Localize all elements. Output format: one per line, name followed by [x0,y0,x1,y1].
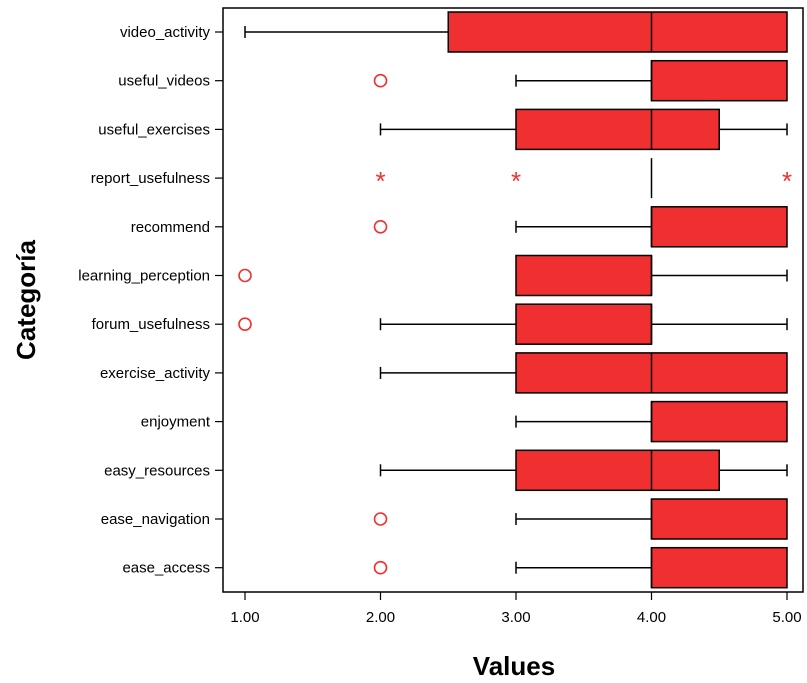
category-label: report_usefulness [91,170,210,187]
x-tick-label: 2.00 [366,609,395,626]
box-iqr [650,546,788,589]
box-iqr [515,254,653,297]
box-row-useful-exercises [379,108,788,151]
x-tick-label: 1.00 [230,609,259,626]
box-row-enjoyment [515,400,788,443]
box-group: * * * [238,11,792,589]
box-iqr [515,303,653,345]
extreme-point: * [511,166,521,196]
category-label: useful_exercises [98,121,210,138]
x-tick-label: 5.00 [772,609,801,626]
outlier-point [373,512,388,526]
box-iqr [650,59,788,102]
box-row-exercise-activity [379,352,788,394]
outlier-point [373,220,388,234]
category-label: video_activity [120,24,211,41]
extreme-point: * [782,166,792,196]
box-iqr [515,108,720,151]
outlier-point [373,560,388,575]
box-row-learning-perception [238,254,788,297]
category-label: learning_perception [78,268,210,285]
box-iqr [447,11,788,53]
category-label: forum_usefulness [92,316,210,333]
category-label: ease_navigation [101,511,210,528]
box-row-video-activity [244,11,788,53]
category-label: enjoyment [141,414,211,431]
x-tick-label: 3.00 [501,609,530,626]
box-iqr [515,449,720,492]
outlier-point [238,268,252,283]
box-iqr [650,206,788,248]
category-label: easy_resources [104,462,210,479]
box-row-forum-usefulness [238,303,788,345]
category-label: useful_videos [118,73,210,90]
box-row-report-usefulness: * * * [375,158,792,199]
plot-frame [222,7,804,593]
x-axis-ticks: 1.00 2.00 3.00 4.00 5.00 [230,592,802,626]
x-axis-title: Values [473,651,555,681]
category-label: exercise_activity [100,365,211,382]
box-row-ease-navigation [373,498,788,540]
category-label: ease_access [122,560,210,577]
box-row-easy-resources [379,449,788,492]
outlier-point [238,317,252,332]
extreme-point: * [375,166,385,196]
box-row-ease-access [373,546,788,589]
outlier-point [373,73,388,88]
category-label: recommend [131,219,210,236]
x-tick-label: 4.00 [637,609,666,626]
box-iqr [650,400,788,443]
box-row-useful-videos [373,59,788,102]
y-axis-title: Categoría [11,240,41,360]
box-row-recommend [373,206,788,248]
box-iqr [650,498,788,540]
category-labels: video_activity useful_videos useful_exerci… [78,24,223,577]
